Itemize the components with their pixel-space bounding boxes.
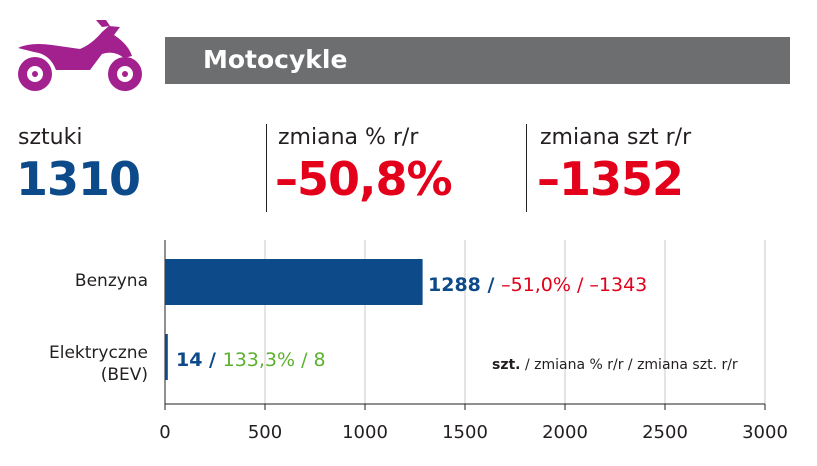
motorcycle-icon bbox=[18, 20, 142, 91]
x-tick-label: 2000 bbox=[542, 422, 588, 443]
bar-annotation: 14 / 133,3% / 8 bbox=[176, 348, 326, 372]
annotation-count: 1288 / bbox=[428, 274, 495, 296]
annotation-count: 14 / bbox=[176, 349, 216, 371]
x-tick-label: 1500 bbox=[442, 422, 488, 443]
bar bbox=[165, 334, 168, 380]
bar-annotation: 1288 / –51,0% / –1343 bbox=[428, 273, 647, 297]
stat-label-unit-change: zmiana szt r/r bbox=[540, 125, 692, 150]
bar bbox=[165, 259, 423, 305]
divider bbox=[526, 124, 527, 212]
x-tick-label: 2500 bbox=[642, 422, 688, 443]
stat-label-units: sztuki bbox=[18, 125, 83, 150]
x-tick-label: 1000 bbox=[342, 422, 388, 443]
legend-text: / zmiana % r/r / zmiana szt. r/r bbox=[520, 357, 738, 373]
x-tick-label: 3000 bbox=[742, 422, 788, 443]
x-tick-label: 0 bbox=[159, 422, 170, 443]
chart-legend: szt. / zmiana % r/r / zmiana szt. r/r bbox=[492, 356, 738, 374]
stat-label-pct-change: zmiana % r/r bbox=[278, 125, 419, 150]
legend-bold: szt. bbox=[492, 357, 521, 373]
annotation-change: –51,0% / –1343 bbox=[501, 274, 648, 296]
category-label: Benzyna bbox=[74, 271, 148, 291]
stat-value-unit-change: –1352 bbox=[537, 152, 684, 206]
page-title: Motocykle bbox=[203, 45, 348, 74]
annotation-change: 133,3% / 8 bbox=[222, 349, 326, 371]
x-tick-label: 500 bbox=[248, 422, 282, 443]
header-bar bbox=[165, 37, 790, 84]
divider bbox=[266, 124, 267, 212]
category-label: Elektryczne (BEV) bbox=[49, 343, 148, 385]
stat-value-pct-change: –50,8% bbox=[275, 152, 453, 206]
stat-value-units: 1310 bbox=[16, 152, 141, 206]
